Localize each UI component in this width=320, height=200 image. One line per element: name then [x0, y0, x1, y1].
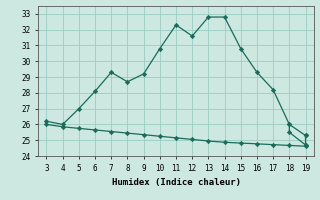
X-axis label: Humidex (Indice chaleur): Humidex (Indice chaleur) [111, 178, 241, 187]
